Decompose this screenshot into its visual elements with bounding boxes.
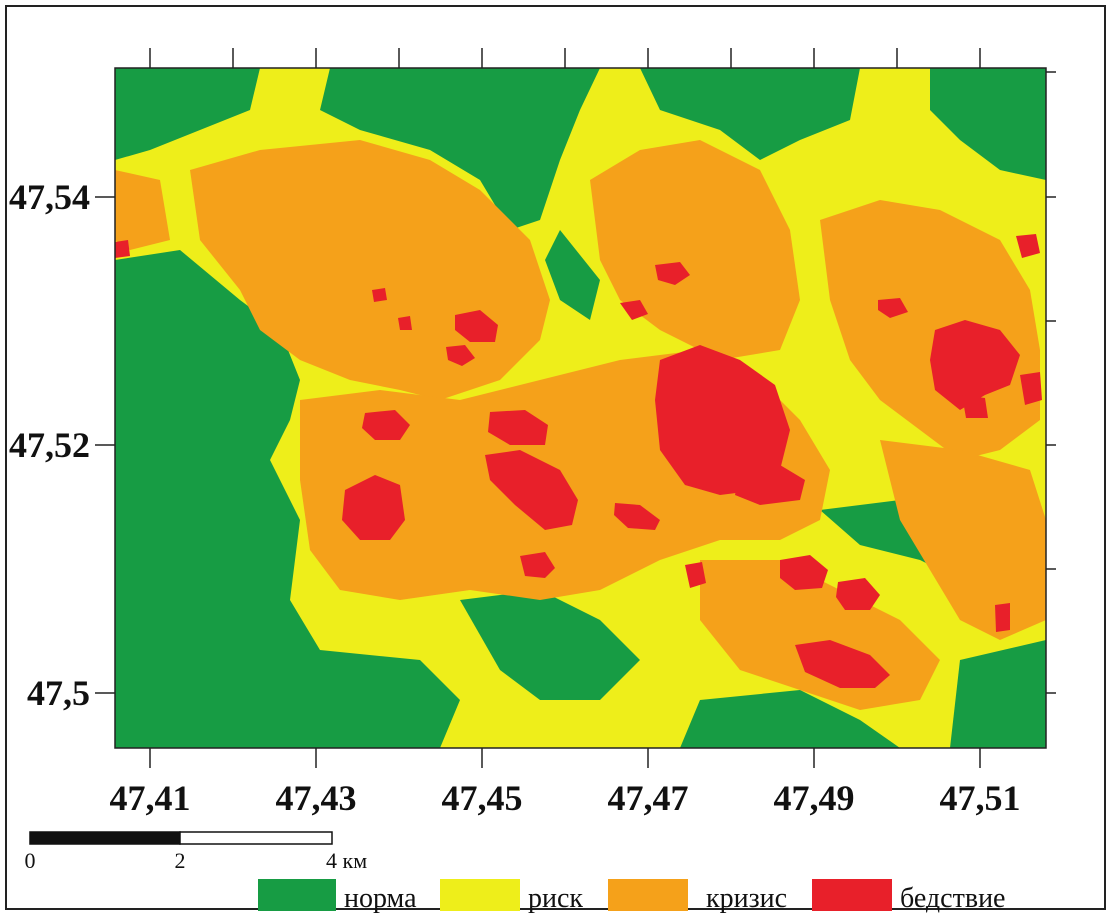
scale-label-2: 2: [175, 848, 186, 873]
top-ticks: [149, 48, 981, 68]
legend-label-disaster: бедствие: [900, 883, 1005, 914]
legend-swatch-norma: [258, 879, 336, 911]
legend-swatch-disaster: [812, 879, 892, 911]
classification-map: [115, 68, 1046, 748]
scale-bar: 0 2 4 км: [25, 831, 367, 873]
legend-label-crisis: кризис: [706, 883, 787, 914]
x-tick-label: 47,43: [276, 778, 357, 818]
y-tick-label: 47,54: [9, 177, 90, 217]
x-tick-label: 47,49: [774, 778, 855, 818]
right-ticks: [1046, 71, 1056, 694]
x-tick-label: 47,47: [608, 778, 689, 818]
legend: норма риск кризис бедствие: [258, 879, 1005, 914]
scale-label-4-km: 4 км: [326, 848, 367, 873]
left-ticks: [95, 196, 115, 694]
legend-label-norma: норма: [344, 883, 417, 914]
bottom-ticks: [149, 748, 981, 768]
legend-swatch-crisis: [608, 879, 688, 911]
legend-swatch-risk: [440, 879, 520, 911]
norma-zones: [115, 68, 1046, 748]
legend-label-risk: риск: [528, 883, 583, 914]
x-tick-label: 47,51: [940, 778, 1021, 818]
x-tick-label: 47,41: [110, 778, 191, 818]
y-tick-label: 47,52: [9, 425, 90, 465]
scale-label-0: 0: [25, 848, 36, 873]
y-tick-label: 47,5: [27, 673, 90, 713]
map-border: [114, 67, 1047, 749]
disaster-zones: [115, 234, 1042, 688]
x-tick-label: 47,45: [442, 778, 523, 818]
